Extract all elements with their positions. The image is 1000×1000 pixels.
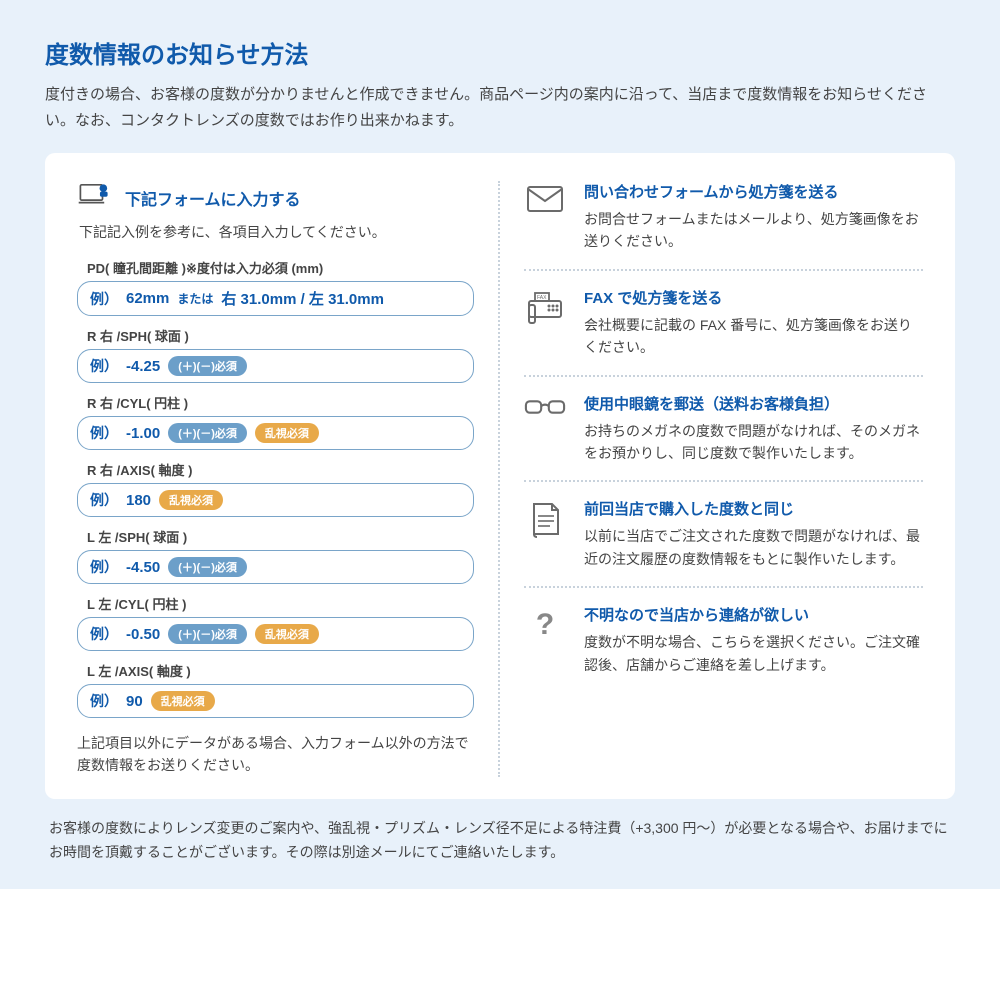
pill-sign-required: (＋)(－)必須 bbox=[168, 557, 247, 577]
pill-sign-required: (＋)(－)必須 bbox=[168, 624, 247, 644]
fax-icon: FAX bbox=[524, 287, 566, 359]
example-value: -0.50 bbox=[126, 626, 160, 643]
field-group: L 左 /SPH( 球面 ) 例） -4.50 (＋)(－)必須 bbox=[77, 527, 474, 584]
form-header: 下記フォームに入力する bbox=[77, 181, 474, 214]
example-prefix: 例） bbox=[90, 691, 118, 711]
input-example-box: 例） -1.00 (＋)(－)必須乱視必須 bbox=[77, 416, 474, 450]
pill-astig-required: 乱視必須 bbox=[255, 423, 319, 443]
method-item: 使用中眼鏡を郵送（送料お客様負担） お持ちのメガネの度数で問題がなければ、そのメガ… bbox=[524, 377, 923, 483]
method-desc: 会社概要に記載の FAX 番号に、処方箋画像をお送りください。 bbox=[584, 314, 923, 359]
field-group: L 左 /AXIS( 軸度 ) 例） 90 乱視必須 bbox=[77, 661, 474, 718]
method-item: ? 不明なので当店から連絡が欲しい度数が不明な場合、こちらを選択ください。ご注文確… bbox=[524, 588, 923, 692]
example-value-b: 右 31.0mm / 左 31.0mm bbox=[221, 288, 384, 309]
field-label: L 左 /CYL( 円柱 ) bbox=[87, 594, 474, 613]
pill-astig-required: 乱視必須 bbox=[159, 490, 223, 510]
field-label: R 右 /SPH( 球面 ) bbox=[87, 326, 474, 345]
field-label: R 右 /CYL( 円柱 ) bbox=[87, 393, 474, 412]
input-example-box: 例） -4.25 (＋)(－)必須 bbox=[77, 349, 474, 383]
input-example-box: 例） 90 乱視必須 bbox=[77, 684, 474, 718]
method-title: 使用中眼鏡を郵送（送料お客様負担） bbox=[584, 393, 923, 414]
intro-text: 度付きの場合、お客様の度数が分かりませんと作成できません。商品ページ内の案内に沿… bbox=[45, 82, 955, 133]
example-prefix: 例） bbox=[90, 289, 118, 309]
field-group: L 左 /CYL( 円柱 ) 例） -0.50 (＋)(－)必須乱視必須 bbox=[77, 594, 474, 651]
field-group: R 右 /AXIS( 軸度 ) 例） 180 乱視必須 bbox=[77, 460, 474, 517]
form-column: 下記フォームに入力する 下記記入例を参考に、各項目入力してください。 PD( 瞳… bbox=[77, 181, 500, 777]
example-prefix: 例） bbox=[90, 423, 118, 443]
mail-icon bbox=[524, 181, 566, 253]
page-container: 度数情報のお知らせ方法 度付きの場合、お客様の度数が分かりませんと作成できません… bbox=[0, 0, 1000, 889]
input-example-box: 例） 62mm または右 31.0mm / 左 31.0mm bbox=[77, 281, 474, 316]
pill-astig-required: 乱視必須 bbox=[151, 691, 215, 711]
computer-icon bbox=[77, 181, 111, 214]
field-label: L 左 /SPH( 球面 ) bbox=[87, 527, 474, 546]
method-desc: 以前に当店でご注文された度数で問題がなければ、最近の注文履歴の度数情報をもとに製… bbox=[584, 525, 923, 570]
field-group: PD( 瞳孔間距離 )※度付は入力必須 (mm) 例） 62mm または右 31.0m… bbox=[77, 258, 474, 316]
example-value: -4.50 bbox=[126, 559, 160, 576]
method-desc: 度数が不明な場合、こちらを選択ください。ご注文確認後、店舗からご連絡を差し上げま… bbox=[584, 631, 923, 676]
page-title: 度数情報のお知らせ方法 bbox=[45, 35, 955, 70]
question-mark: ? bbox=[524, 608, 566, 642]
content-card: 下記フォームに入力する 下記記入例を参考に、各項目入力してください。 PD( 瞳… bbox=[45, 153, 955, 799]
input-example-box: 例） -4.50 (＋)(－)必須 bbox=[77, 550, 474, 584]
example-value: -4.25 bbox=[126, 358, 160, 375]
example-value: 90 bbox=[126, 693, 143, 710]
method-content: 前回当店で購入した度数と同じ以前に当店でご注文された度数で問題がなければ、最近の… bbox=[584, 498, 923, 570]
example-value: 62mm bbox=[126, 290, 169, 307]
input-example-box: 例） 180 乱視必須 bbox=[77, 483, 474, 517]
method-content: 不明なので当店から連絡が欲しい度数が不明な場合、こちらを選択ください。ご注文確認… bbox=[584, 604, 923, 676]
pill-sign-required: (＋)(－)必須 bbox=[168, 356, 247, 376]
pill-astig-required: 乱視必須 bbox=[255, 624, 319, 644]
method-desc: お持ちのメガネの度数で問題がなければ、そのメガネをお預かりし、同じ度数で製作いた… bbox=[584, 420, 923, 465]
form-header-title: 下記フォームに入力する bbox=[125, 186, 301, 210]
method-item: 前回当店で購入した度数と同じ以前に当店でご注文された度数で問題がなければ、最近の… bbox=[524, 482, 923, 588]
method-content: 問い合わせフォームから処方箋を送るお問合せフォームまたはメールより、処方箋画像を… bbox=[584, 181, 923, 253]
footer-note: お客様の度数によりレンズ変更のご案内や、強乱視・プリズム・レンズ径不足による特注… bbox=[45, 817, 955, 865]
example-value: -1.00 bbox=[126, 425, 160, 442]
question-icon: ? bbox=[524, 604, 566, 676]
field-label: PD( 瞳孔間距離 )※度付は入力必須 (mm) bbox=[87, 258, 474, 277]
field-group: R 右 /SPH( 球面 ) 例） -4.25 (＋)(－)必須 bbox=[77, 326, 474, 383]
method-title: 問い合わせフォームから処方箋を送る bbox=[584, 181, 923, 202]
document-icon bbox=[524, 498, 566, 570]
example-prefix: 例） bbox=[90, 490, 118, 510]
method-content: FAX で処方箋を送る会社概要に記載の FAX 番号に、処方箋画像をお送りくださ… bbox=[584, 287, 923, 359]
methods-column: 問い合わせフォームから処方箋を送るお問合せフォームまたはメールより、処方箋画像を… bbox=[500, 181, 923, 777]
form-note: 上記項目以外にデータがある場合、入力フォーム以外の方法で度数情報をお送りください… bbox=[77, 732, 474, 777]
method-title: 前回当店で購入した度数と同じ bbox=[584, 498, 923, 519]
example-value: 180 bbox=[126, 492, 151, 509]
method-item: 問い合わせフォームから処方箋を送るお問合せフォームまたはメールより、処方箋画像を… bbox=[524, 181, 923, 271]
field-group: R 右 /CYL( 円柱 ) 例） -1.00 (＋)(－)必須乱視必須 bbox=[77, 393, 474, 450]
method-title: 不明なので当店から連絡が欲しい bbox=[584, 604, 923, 625]
method-item: FAX FAX で処方箋を送る会社概要に記載の FAX 番号に、処方箋画像をお送り… bbox=[524, 271, 923, 377]
pill-sign-required: (＋)(－)必須 bbox=[168, 423, 247, 443]
method-title: FAX で処方箋を送る bbox=[584, 287, 923, 308]
field-label: R 右 /AXIS( 軸度 ) bbox=[87, 460, 474, 479]
form-subtitle: 下記記入例を参考に、各項目入力してください。 bbox=[79, 222, 474, 242]
input-example-box: 例） -0.50 (＋)(－)必須乱視必須 bbox=[77, 617, 474, 651]
method-content: 使用中眼鏡を郵送（送料お客様負担） お持ちのメガネの度数で問題がなければ、そのメガ… bbox=[584, 393, 923, 465]
glasses-icon bbox=[524, 393, 566, 465]
example-prefix: 例） bbox=[90, 356, 118, 376]
field-label: L 左 /AXIS( 軸度 ) bbox=[87, 661, 474, 680]
or-text: または bbox=[177, 290, 213, 307]
example-prefix: 例） bbox=[90, 557, 118, 577]
method-desc: お問合せフォームまたはメールより、処方箋画像をお送りください。 bbox=[584, 208, 923, 253]
example-prefix: 例） bbox=[90, 624, 118, 644]
